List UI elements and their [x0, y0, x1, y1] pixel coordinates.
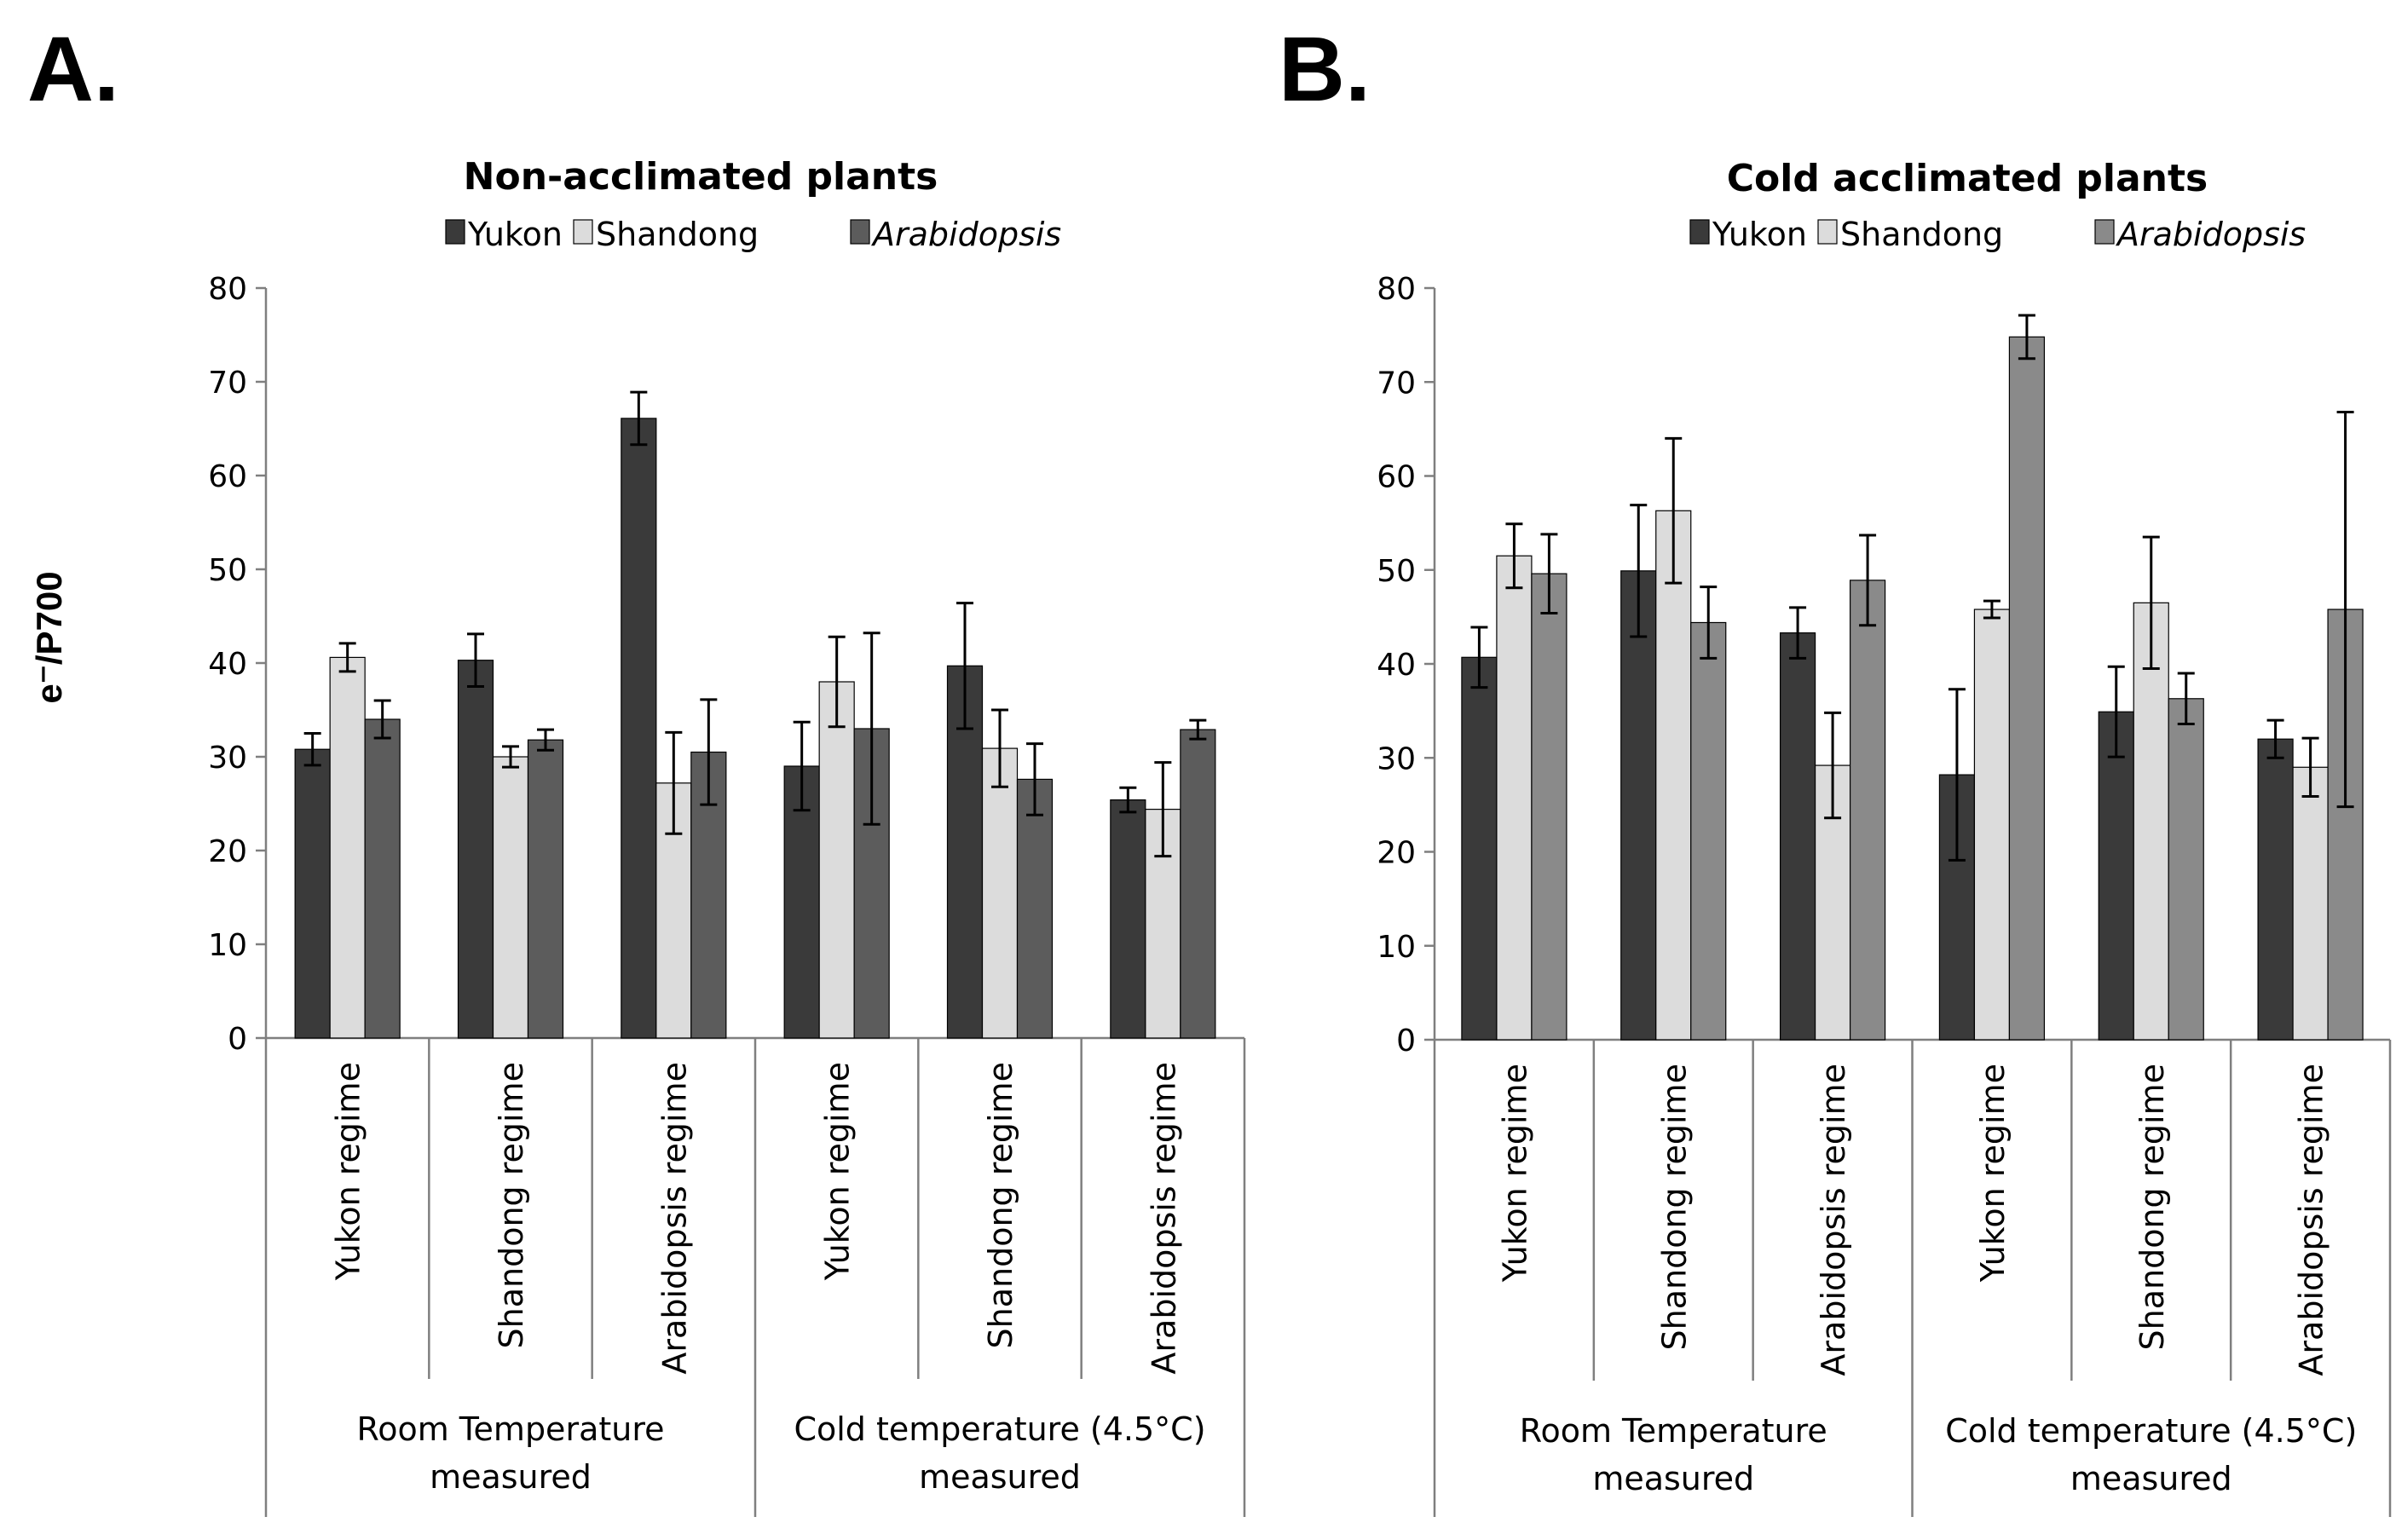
- legend-swatch-shandong: [573, 219, 593, 245]
- y-tick-label: 60: [208, 459, 247, 494]
- bar-yukon-5: [2257, 738, 2294, 1041]
- legend-label-arabidopsis: Arabidopsis: [870, 216, 1061, 253]
- x-category-label: Shandong regime: [1655, 1064, 1693, 1350]
- y-tick-label: 80: [1377, 272, 1416, 307]
- y-tick-label: 70: [208, 366, 247, 401]
- bar-shandong-0: [329, 656, 366, 1039]
- bar-yukon-0: [1461, 656, 1498, 1041]
- x-category-label: Arabidopsis regime: [655, 1062, 693, 1375]
- bar-yukon-4: [2098, 711, 2134, 1041]
- chart-panel-b: Yukon Shandong Arabidopsis 0 10 20 30 40 50 60 70 8…: [1377, 216, 2392, 1517]
- y-tick-label: 20: [1377, 836, 1416, 871]
- bar-yukon-2: [621, 418, 657, 1039]
- group-label-line2: measured: [919, 1458, 1081, 1496]
- legend-label-shandong: Shandong: [596, 216, 759, 253]
- y-tick-label: 10: [1377, 930, 1416, 965]
- bar-shandong-1: [1655, 510, 1692, 1041]
- panel-a-letter: A.: [27, 17, 119, 120]
- y-tick-label: 70: [1377, 366, 1416, 401]
- x-category-label: Arabidopsis regime: [2293, 1064, 2330, 1376]
- bar-yukon-3: [1938, 774, 1976, 1041]
- x-category-label: Yukon regime: [330, 1062, 367, 1281]
- bar-arabidopsis-3: [2008, 336, 2046, 1041]
- y-axis-label: e⁻/P700: [29, 571, 69, 703]
- legend-label-yukon: Yukon: [1712, 216, 1807, 253]
- legend-label-arabidopsis: Arabidopsis: [2115, 216, 2306, 253]
- bar-shandong-4: [981, 747, 1019, 1039]
- bar-arabidopsis-0: [364, 718, 401, 1039]
- bar-shandong-0: [1496, 555, 1533, 1041]
- legend-swatch-yukon: [1689, 219, 1710, 245]
- group-label-line2: measured: [430, 1458, 592, 1496]
- bar-yukon-1: [457, 660, 494, 1039]
- y-tick-label: 40: [1377, 648, 1416, 683]
- bar-arabidopsis-1: [527, 739, 564, 1039]
- group-label-line1: Room Temperature: [1520, 1412, 1827, 1450]
- x-category-label: Shandong regime: [982, 1062, 1019, 1348]
- panel-a-title: Non-acclimated plants: [464, 155, 938, 199]
- bar-yukon-2: [1779, 632, 1816, 1041]
- group-label-line2: measured: [2070, 1460, 2232, 1497]
- chart-panel-a: Yukon Shandong Arabidopsis 0 10 20 30 40 50 60 70 8…: [208, 216, 1246, 1517]
- legend-swatch-shandong: [1817, 219, 1838, 245]
- bar-shandong-3: [1973, 609, 2011, 1041]
- bar-yukon-0: [294, 748, 331, 1039]
- bar-arabidopsis-4: [1016, 778, 1054, 1039]
- x-category-label: Yukon regime: [1496, 1064, 1533, 1283]
- group-label-line1: Room Temperature: [357, 1410, 665, 1448]
- group-label-line2: measured: [1592, 1460, 1754, 1497]
- bar-arabidopsis-1: [1690, 621, 1727, 1041]
- bar-arabidopsis-5: [1180, 729, 1216, 1039]
- bar-shandong-1: [492, 756, 529, 1039]
- group-label-line1: Cold temperature (4.5°C): [1945, 1412, 2357, 1450]
- x-category-label: Shandong regime: [2133, 1064, 2171, 1350]
- panel-b-letter: B.: [1279, 17, 1371, 120]
- x-category-label: Arabidopsis regime: [1815, 1064, 1852, 1376]
- x-category-label: Yukon regime: [819, 1062, 857, 1281]
- legend-swatch-arabidopsis: [2094, 219, 2115, 245]
- legend-swatch-arabidopsis: [850, 219, 870, 245]
- bar-yukon-1: [1620, 570, 1657, 1041]
- bar-shandong-5: [2292, 766, 2329, 1041]
- group-label-line1: Cold temperature (4.5°C): [794, 1410, 1205, 1448]
- panel-b-title: Cold acclimated plants: [1727, 157, 2208, 200]
- x-category-label: Shandong regime: [493, 1062, 530, 1348]
- legend-label-shandong: Shandong: [1840, 216, 2003, 253]
- y-tick-label: 80: [208, 272, 247, 307]
- x-category-label: Arabidopsis regime: [1145, 1062, 1182, 1375]
- y-tick-label: 10: [208, 928, 247, 963]
- bar-arabidopsis-2: [1849, 580, 1886, 1041]
- y-tick-label: 30: [1377, 741, 1416, 776]
- legend-label-yukon: Yukon: [467, 216, 563, 253]
- y-tick-label: 50: [208, 553, 247, 588]
- y-tick-label: 20: [208, 834, 247, 869]
- y-tick-label: 0: [1396, 1024, 1416, 1058]
- y-tick-label: 30: [208, 741, 247, 776]
- y-tick-label: 40: [208, 647, 247, 682]
- legend-swatch-yukon: [445, 219, 465, 245]
- y-tick-label: 60: [1377, 460, 1416, 495]
- y-tick-label: 50: [1377, 554, 1416, 589]
- bar-arabidopsis-4: [2168, 698, 2204, 1041]
- bar-shandong-3: [818, 681, 855, 1039]
- y-tick-label: 0: [228, 1022, 247, 1057]
- x-category-label: Yukon regime: [1974, 1064, 2012, 1283]
- bar-arabidopsis-0: [1531, 573, 1568, 1041]
- bar-yukon-5: [1110, 799, 1146, 1039]
